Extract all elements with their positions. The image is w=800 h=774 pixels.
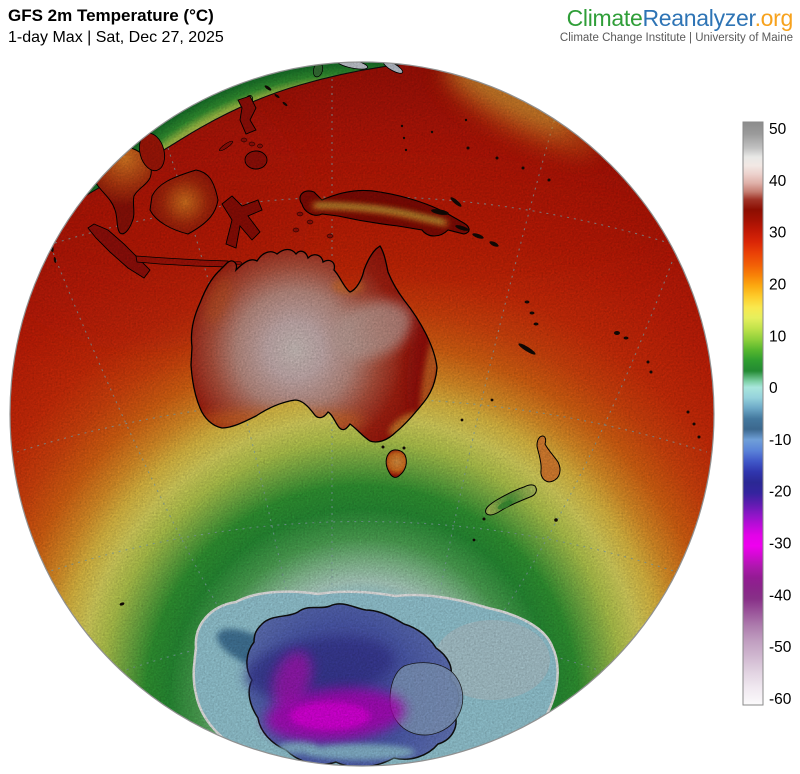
colorbar-tick-label: 50 [769, 121, 787, 138]
colorbar-tick-label: -40 [769, 587, 792, 604]
logo-tagline: Climate Change Institute | University of… [559, 32, 793, 45]
map-header: GFS 2m Temperature (°C) 1-day Max | Sat,… [8, 5, 224, 49]
page-subtitle: 1-day Max | Sat, Dec 27, 2025 [8, 28, 224, 46]
temperature-colorbar: 50 40 30 20 10 0 -10 -20 -30 -40 -50 -60 [742, 121, 792, 708]
colorbar-tick-label: -60 [769, 691, 792, 708]
north-cold-patch [294, 62, 318, 64]
logo-wordmark[interactable]: ClimateReanalyzer.org [560, 5, 794, 31]
logo-climate: Climate [566, 5, 643, 31]
colorbar-tick-label: 0 [769, 380, 778, 397]
north-cold-patch [246, 62, 278, 68]
globe [9, 61, 715, 767]
colorbar-tick-label: -10 [769, 432, 792, 449]
page-title: GFS 2m Temperature (°C) [8, 6, 214, 25]
texture-overlay [10, 62, 714, 766]
colorbar-tick-label: 40 [769, 173, 787, 190]
colorbar-tick-label: -20 [769, 484, 792, 501]
logo-reanalyzer: Reanalyzer [642, 5, 755, 31]
colorbar-tick-label: 30 [769, 225, 787, 242]
colorbar-tick-label: -30 [769, 536, 792, 553]
logo-org: .org [754, 5, 794, 31]
colorbar-tick-label: -50 [769, 639, 792, 656]
colorbar-tick-label: 10 [769, 328, 787, 345]
climate-reanalyzer-logo[interactable]: ClimateReanalyzer.org Climate Change Ins… [560, 6, 793, 44]
colorbar-ramp [742, 121, 764, 706]
globe-edge [9, 61, 715, 767]
colorbar-tick-label: 20 [769, 277, 787, 294]
colorbar-ticks: 50 40 30 20 10 0 -10 -20 -30 -40 -50 -60 [769, 121, 792, 708]
